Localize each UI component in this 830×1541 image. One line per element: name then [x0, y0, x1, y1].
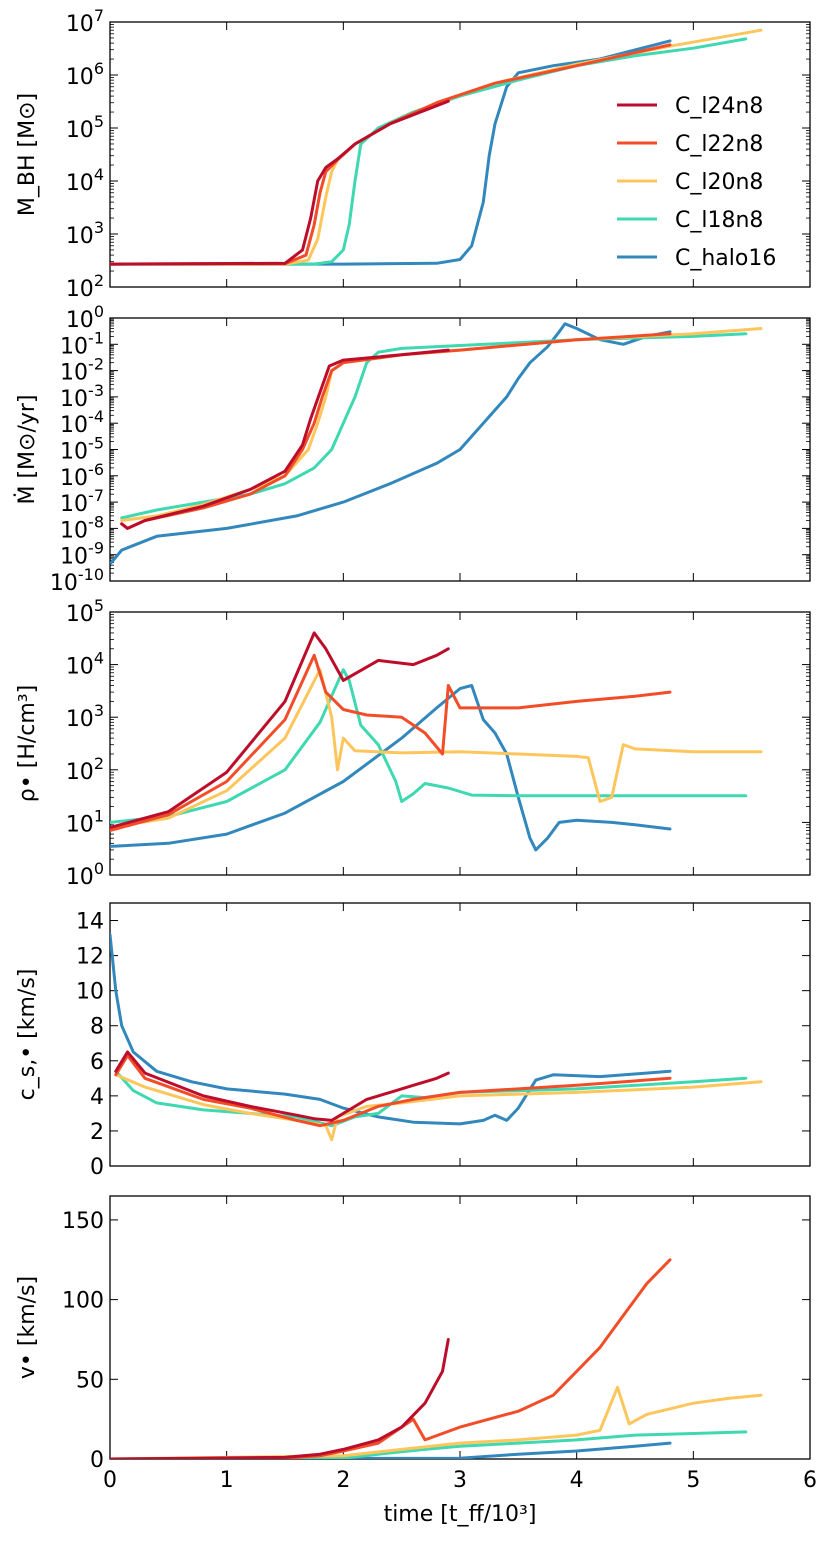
y-tick-label: 101: [66, 806, 104, 837]
legend-label: C_l22n8: [675, 132, 763, 157]
series-c-l18n8: [110, 1430, 748, 1459]
y-tick-label: 8: [90, 1015, 104, 1040]
y-tick-label: 100: [66, 302, 104, 333]
axes-frame-cs: [109, 902, 811, 1167]
series-group: [110, 933, 763, 1142]
y-tick-label: 4: [90, 1085, 104, 1110]
y-tick-label: 103: [66, 701, 104, 732]
y-axis-label: v• [km/s]: [15, 1276, 40, 1379]
series-c-l18n8: [120, 332, 748, 520]
series-c-l20n8: [110, 28, 763, 266]
series-group: [110, 28, 763, 266]
x-tick-label: 0: [103, 1468, 117, 1493]
y-tick-label: 104: [66, 165, 104, 196]
y-axis-label: c_s,• [km/s]: [15, 969, 40, 1101]
series-c-halo16: [110, 1441, 672, 1459]
series-c-l24n8: [114, 1050, 450, 1122]
legend: C_l24n8 C_l22n8 C_l20n8 C_l18n8 C_halo16: [617, 94, 776, 271]
y-axis-label: Ṁ [M⊙/yr]: [14, 394, 40, 504]
x-tick-label: 3: [453, 1468, 467, 1493]
y-tick-label: 10: [76, 980, 104, 1005]
y-tick-label: 2: [90, 1120, 104, 1145]
panel-cs: 0 2 4 6 8 10 12 14 c_s,• [km/s]: [15, 902, 811, 1180]
y-tick-label: 0: [90, 1155, 104, 1180]
series-c-l22n8: [114, 1054, 672, 1128]
series-c-l20n8: [114, 1073, 763, 1142]
y-tick-label: 10-7: [60, 486, 104, 517]
series-c-l22n8: [110, 43, 672, 266]
y-tick-label: 106: [66, 59, 104, 90]
series-c-l24n8: [120, 348, 450, 530]
legend-label: C_halo16: [675, 246, 776, 271]
y-tick-label: 10-10: [50, 565, 104, 596]
y-tick-label: 105: [66, 112, 104, 143]
series-c-halo16: [110, 684, 672, 852]
y-tick-label: 104: [66, 649, 104, 680]
series-c-l24n8: [110, 631, 450, 829]
y-axis-label: ρ• [H/cm³]: [15, 685, 40, 802]
y-axis-label: M_BH [M⊙]: [15, 93, 40, 216]
legend-label: C_l18n8: [675, 208, 763, 233]
panel-Mdot: 10-1010-910-810-710-610-510-410-310-210-…: [14, 302, 811, 596]
y-tick-label: 10-8: [60, 512, 104, 543]
legend-label: C_l20n8: [675, 170, 763, 195]
series-c-l20n8: [110, 1385, 763, 1459]
y-tick-label: 6: [90, 1050, 104, 1075]
y-tick-label: 10-4: [60, 407, 104, 438]
y-tick-label: 100: [62, 1289, 104, 1314]
y-tick-label: 150: [62, 1209, 104, 1234]
panel-M_BH: 102 103 104 105 106 107 M_BH [M⊙] C_l24n8 C_l22n…: [15, 6, 811, 302]
x-tick-label: 1: [220, 1468, 234, 1493]
y-tick-label: 10-9: [60, 539, 104, 570]
axes-frame-v: [109, 1195, 811, 1460]
y-tick-label: 14: [76, 910, 104, 935]
y-tick-label: 12: [76, 945, 104, 970]
series-c-l22n8: [120, 332, 672, 530]
y-tick-label: 50: [76, 1368, 104, 1393]
y-tick-label: 105: [66, 596, 104, 627]
x-tick-label: 4: [570, 1468, 584, 1493]
series-c-l24n8: [110, 99, 450, 266]
series-group: [110, 631, 763, 852]
x-axis-label: time [t_ff/10³]: [384, 1502, 537, 1527]
y-tick-label: 102: [66, 754, 104, 785]
y-tick-label: 0: [90, 1448, 104, 1473]
x-tick-label: 5: [686, 1468, 700, 1493]
series-group: [110, 1258, 763, 1459]
series-c-l20n8: [120, 327, 763, 522]
series-c-l24n8: [110, 1338, 450, 1459]
series-c-l18n8: [110, 37, 748, 266]
series-c-halo16: [110, 322, 672, 565]
y-tick-label: 10-1: [60, 328, 104, 359]
y-tick-label: 10-2: [60, 355, 104, 386]
series-group: [110, 322, 763, 565]
legend-label: C_l24n8: [675, 94, 763, 119]
y-tick-label: 107: [66, 6, 104, 37]
panel-rho: 100 101 102 103 104 105 ρ• [H/cm³]: [15, 596, 811, 890]
series-c-l22n8: [110, 1258, 672, 1459]
y-tick-label: 10-6: [60, 460, 104, 491]
y-tick-label: 102: [66, 271, 104, 302]
x-tick-label: 6: [803, 1468, 817, 1493]
y-tick-label: 103: [66, 218, 104, 249]
panel-v: 0 1 2 3 4 5 6 0 50 100 150 v• [km/s] time [t_ff/10³]: [15, 1195, 817, 1527]
x-tick-label: 2: [336, 1468, 350, 1493]
series-c-l18n8: [110, 668, 748, 824]
series-c-halo16: [110, 39, 672, 266]
y-tick-label: 100: [66, 859, 104, 890]
series-c-l20n8: [110, 668, 763, 829]
y-tick-label: 10-5: [60, 434, 104, 465]
y-tick-label: 10-3: [60, 381, 104, 412]
series-c-l22n8: [110, 653, 672, 832]
